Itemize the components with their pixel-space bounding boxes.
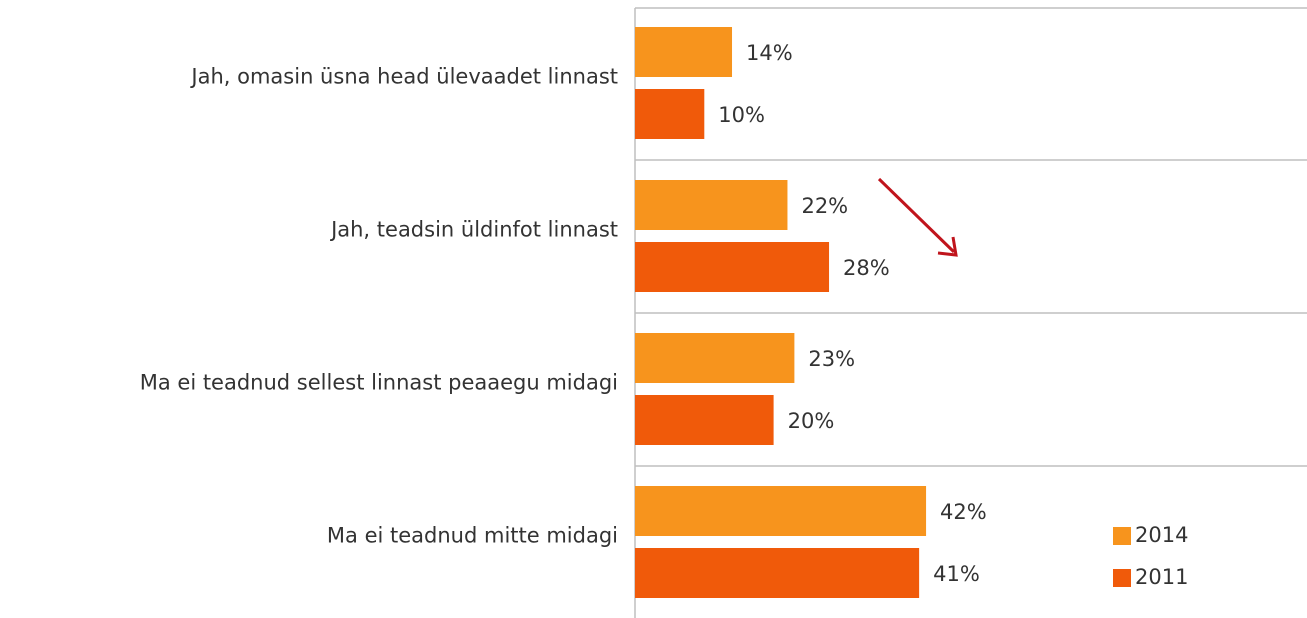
value-label: 42% [940, 500, 987, 524]
trend-arrow [877, 177, 958, 257]
value-label: 22% [801, 194, 848, 218]
bar [635, 486, 927, 536]
bar [635, 242, 830, 292]
value-label: 41% [933, 562, 980, 586]
bar [635, 333, 795, 383]
value-label: 23% [808, 347, 855, 371]
bar [635, 548, 920, 598]
value-label: 14% [746, 41, 793, 65]
bar [635, 27, 733, 77]
legend-label: 2011 [1135, 565, 1188, 589]
legend-label: 2014 [1135, 523, 1188, 547]
legend-swatch [1113, 527, 1131, 545]
bar [635, 180, 788, 230]
value-label: 20% [788, 409, 835, 433]
value-label: 10% [718, 103, 765, 127]
category-label: Ma ei teadnud mitte midagi [327, 524, 618, 548]
category-label: Ma ei teadnud sellest linnast peaaegu mi… [140, 371, 618, 395]
value-label: 28% [843, 256, 890, 280]
bar [635, 395, 774, 445]
legend-swatch [1113, 569, 1131, 587]
category-label: Jah, teadsin üldinfot linnast [329, 218, 618, 242]
category-label: Jah, omasin üsna head ülevaadet linnast [189, 65, 618, 89]
bar [635, 89, 705, 139]
